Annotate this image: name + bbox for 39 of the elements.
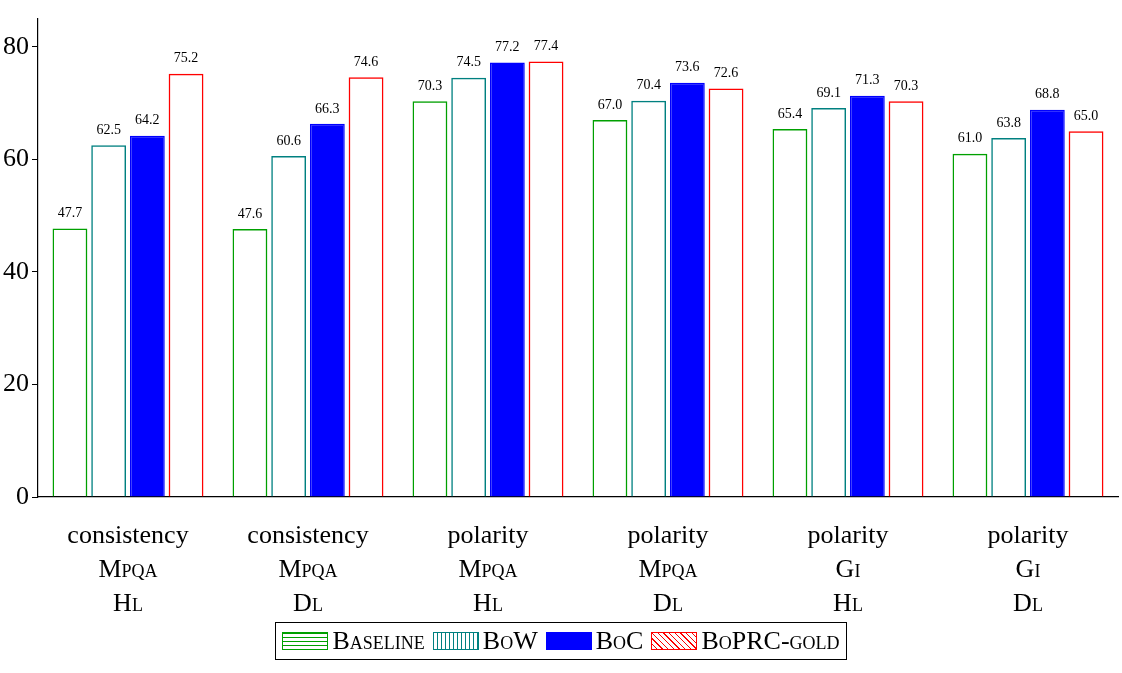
- data-label: 69.1: [816, 84, 841, 100]
- legend-label: BoW: [482, 626, 538, 656]
- x-tick-label: consistency Mpqa Dl: [247, 519, 369, 617]
- data-label: 70.3: [417, 78, 443, 94]
- data-label: 47.7: [57, 205, 83, 221]
- x-tick-label: polarity Gi Hl: [807, 519, 889, 617]
- data-label: 75.2: [173, 50, 199, 66]
- x-tick-label: consistency Mpqa Hl: [67, 519, 189, 617]
- data-label: 70.3: [893, 78, 919, 94]
- data-label: 77.4: [533, 38, 559, 54]
- data-label: 68.8: [1035, 86, 1060, 102]
- data-label: 74.6: [353, 53, 379, 69]
- y-tick-label: 0: [16, 480, 29, 510]
- legend-label: Baseline: [332, 626, 425, 656]
- data-label: 65.4: [777, 105, 803, 121]
- data-label: 47.6: [237, 205, 263, 221]
- data-label: 60.6: [276, 132, 301, 148]
- x-tick-label: polarity Mpqa Dl: [627, 519, 709, 617]
- data-label: 64.2: [135, 112, 160, 128]
- data-label: 74.5: [456, 54, 481, 70]
- data-label: 72.6: [713, 65, 739, 81]
- y-tick-label: 60: [3, 143, 29, 173]
- data-label: 73.6: [675, 59, 700, 75]
- data-label: 67.0: [597, 96, 623, 112]
- x-tick-label: polarity Gi Dl: [987, 519, 1069, 617]
- data-label: 71.3: [855, 72, 880, 88]
- legend-label: BoC: [595, 626, 644, 656]
- data-label: 62.5: [96, 121, 121, 137]
- data-label: 70.4: [636, 77, 661, 93]
- data-label: 63.8: [996, 114, 1021, 130]
- x-tick-label: polarity Mpqa Hl: [447, 519, 529, 617]
- data-label: 65.0: [1073, 107, 1099, 123]
- legend-label: BoPRC-gold: [701, 626, 840, 656]
- y-tick-label: 20: [3, 368, 29, 398]
- data-label: 66.3: [315, 100, 340, 116]
- data-label: 77.2: [495, 39, 520, 55]
- data-label: 61.0: [957, 130, 983, 146]
- y-tick-label: 80: [3, 30, 29, 60]
- y-tick-label: 40: [3, 255, 29, 285]
